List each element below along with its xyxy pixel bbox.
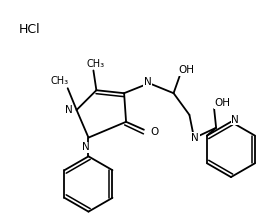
Text: HCl: HCl — [19, 23, 41, 36]
Text: N: N — [191, 133, 199, 143]
Text: N: N — [65, 105, 73, 115]
Text: N: N — [82, 143, 89, 152]
Text: CH₃: CH₃ — [86, 58, 104, 69]
Text: N: N — [144, 77, 152, 87]
Text: CH₃: CH₃ — [51, 76, 69, 86]
Text: OH: OH — [214, 98, 230, 108]
Text: OH: OH — [178, 66, 194, 75]
Text: N: N — [231, 115, 239, 125]
Text: O: O — [151, 127, 159, 137]
